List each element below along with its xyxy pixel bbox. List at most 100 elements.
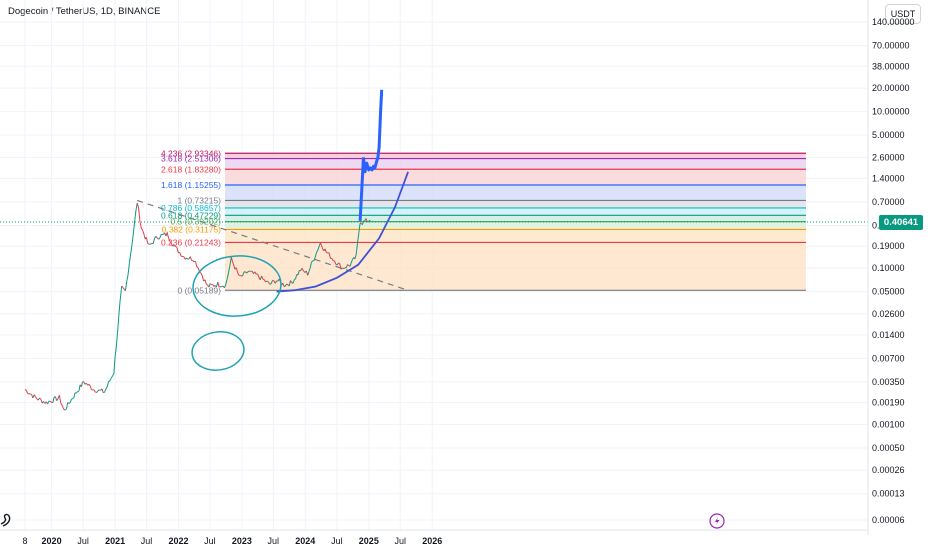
annotation-circle: [192, 255, 282, 317]
y-tick-label: 20.00000: [872, 83, 910, 93]
price-candle: [145, 237, 149, 244]
price-candle: [196, 266, 199, 269]
price-candle: [132, 222, 135, 235]
fib-zone: [225, 158, 806, 170]
price-candle: [242, 272, 245, 277]
price-candle: [247, 270, 250, 273]
price-candle: [246, 271, 249, 274]
price-candle: [172, 245, 175, 247]
price-candle: [232, 261, 235, 266]
price-candle: [135, 203, 138, 212]
price-candle: [286, 283, 289, 286]
price-candle: [175, 245, 178, 248]
y-tick-label: 5.00000: [872, 130, 905, 140]
price-candle: [74, 392, 77, 394]
price-candle: [127, 263, 130, 276]
price-candle: [186, 257, 189, 260]
price-candle: [143, 233, 146, 240]
price-candle: [349, 262, 352, 267]
price-candle: [314, 251, 318, 258]
currency-button[interactable]: USDT: [885, 4, 921, 24]
price-candle: [105, 386, 108, 390]
x-tick-label: 2026: [422, 536, 442, 546]
price-candle: [33, 394, 37, 398]
y-tick-label: 0.00700: [872, 353, 905, 363]
price-candle: [265, 280, 268, 283]
price-candle: [266, 280, 269, 283]
price-candle: [147, 242, 150, 245]
y-tick-label: 0.00190: [872, 398, 905, 408]
price-candle: [355, 243, 358, 255]
fib-level-label: 3.618 (2.51306): [161, 154, 221, 164]
price-candle: [166, 232, 170, 239]
price-candle: [88, 383, 91, 387]
price-candle: [269, 283, 272, 285]
price-candle: [30, 393, 32, 396]
price-candle: [64, 408, 67, 411]
price-candle: [118, 301, 121, 316]
price-candle: [270, 280, 273, 284]
price-candle: [200, 272, 203, 277]
price-candle: [328, 252, 331, 259]
price-candle: [309, 262, 312, 269]
price-candle: [316, 250, 319, 253]
y-tick-label: 0.05000: [872, 287, 905, 297]
price-candle: [136, 203, 140, 209]
price-candle: [299, 269, 301, 272]
price-candle: [97, 389, 100, 392]
price-candle: [343, 267, 346, 270]
price-candle: [261, 275, 264, 280]
price-candle: [307, 271, 310, 276]
icons: [0, 513, 725, 529]
price-candle: [150, 242, 153, 245]
x-tick-label: 8: [22, 536, 27, 546]
x-tick-label: 2024: [295, 536, 315, 546]
price-candle: [338, 262, 340, 265]
price-candle: [331, 257, 334, 261]
price-candle: [354, 254, 357, 260]
x-tick-label: 2025: [359, 536, 379, 546]
price-candle: [25, 390, 29, 394]
price-candle: [358, 223, 361, 234]
price-candle: [96, 390, 99, 393]
fib-zone: [225, 207, 806, 216]
y-tick-label: 0.00006: [872, 515, 905, 525]
price-candle: [69, 399, 72, 403]
y-tick-label: 0.01400: [872, 330, 905, 340]
price-candle: [229, 256, 232, 266]
price-candle: [297, 270, 300, 276]
price-candle: [205, 283, 209, 286]
x-tick-label: Jul: [204, 536, 216, 546]
price-candle: [290, 280, 293, 283]
x-tick-label: 2022: [168, 536, 188, 546]
fib-level-label: 1 (0.73215): [178, 195, 222, 205]
price-candle: [339, 263, 342, 270]
price-candle: [110, 375, 114, 379]
x-tick-label: Jul: [141, 536, 153, 546]
price-candle: [152, 238, 155, 244]
y-tick-label: 1.40000: [872, 173, 905, 183]
dragon-icon: [0, 513, 11, 527]
price-candle: [24, 389, 27, 391]
x-tick-label: 2021: [105, 536, 125, 546]
price-candle: [95, 391, 97, 394]
price-candle: [62, 406, 65, 410]
price-candle: [254, 271, 257, 275]
price-candle: [115, 332, 119, 347]
fib-level-label: 1.618 (1.15255): [161, 180, 221, 190]
price-candle: [335, 263, 338, 266]
price-candle: [294, 278, 296, 281]
price-candle: [52, 397, 55, 403]
price-candle: [350, 259, 353, 263]
fib-level-label: 2.618 (1.83280): [161, 164, 221, 174]
price-candle: [158, 237, 161, 240]
price-candle: [156, 237, 159, 240]
fib-zone: [225, 229, 806, 243]
price-candle: [179, 252, 182, 257]
price-candle: [138, 207, 141, 222]
price-candle: [68, 402, 71, 404]
price-candle: [342, 267, 344, 270]
price-candle: [192, 260, 195, 263]
price-candle: [334, 260, 337, 265]
